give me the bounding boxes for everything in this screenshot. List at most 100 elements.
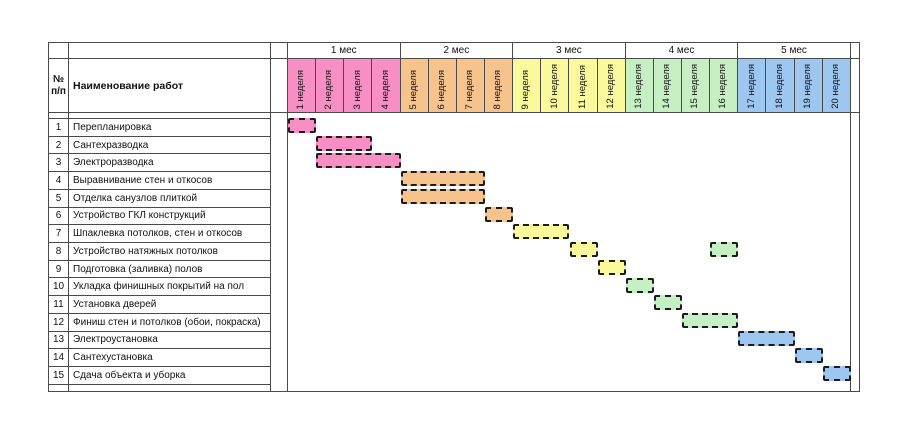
week-header-14-label: 14 неделя <box>661 64 673 109</box>
task-number: 12 <box>49 313 69 332</box>
task-name-label: Шпаклевка потолков, стен и откосов <box>73 228 243 240</box>
month-header-4: 4 мес <box>625 43 739 59</box>
week-header-12: 12 неделя <box>597 59 626 113</box>
task-name-label: Сантехразводка <box>73 139 149 151</box>
num-column-header-line2: п/п <box>51 85 66 97</box>
task-number: 8 <box>49 243 69 261</box>
task-name-label: Укладка финишных покрытий на пол <box>73 281 245 293</box>
gantt-bar-task-12 <box>682 313 739 329</box>
gantt-bar-task-8-seg-1 <box>569 242 598 258</box>
task-name-label: Сантехустановка <box>73 352 153 364</box>
month-header-4-label: 4 мес <box>668 45 695 56</box>
gantt-bar-task-2 <box>316 135 373 151</box>
task-name: Установка дверей <box>69 296 271 314</box>
num-column-header: № п/п <box>49 59 69 113</box>
task-number: 2 <box>49 136 69 155</box>
week-header-6: 6 неделя <box>428 59 457 113</box>
gantt-bar-task-10 <box>625 277 654 293</box>
week-header-7-label: 7 неделя <box>464 69 476 109</box>
task-number: 14 <box>49 349 69 368</box>
week-header-18: 18 неделя <box>766 59 795 113</box>
week-header-3-label: 3 неделя <box>351 69 363 109</box>
task-name-label: Сдача объекта и уборка <box>73 369 186 381</box>
month-header-2: 2 мес <box>400 43 514 59</box>
week-header-11-label: 11 неделя <box>576 64 588 109</box>
task-number-label: 13 <box>52 334 65 346</box>
week-header-10-label: 10 неделя <box>548 64 560 109</box>
task-number: 5 <box>49 189 69 208</box>
corner-blank-name <box>69 43 271 59</box>
week-header-4-label: 4 неделя <box>379 69 391 109</box>
gantt-bar-task-4 <box>400 171 486 187</box>
week-header-20: 20 неделя <box>822 59 851 113</box>
task-name-label: Финиш стен и потолков (обои, покраска) <box>73 316 261 328</box>
task-number-label: 14 <box>52 352 65 364</box>
week-header-20-label: 20 неделя <box>830 64 842 109</box>
week-header-13: 13 неделя <box>625 59 654 113</box>
right-spacer-top <box>850 43 859 59</box>
gantt-bar-task-3 <box>316 153 401 169</box>
task-name-label: Перепланировка <box>73 121 152 133</box>
task-number-label: 12 <box>52 316 65 328</box>
month-header-5: 5 мес <box>738 43 851 59</box>
task-number-label: 15 <box>52 369 65 381</box>
task-name-label: Отделка санузлов плиткой <box>73 192 198 204</box>
task-number: 15 <box>49 367 69 385</box>
left-spacer-body <box>271 113 288 391</box>
task-name-label: Устройство ГКЛ конструкций <box>73 210 206 222</box>
month-header-1-label: 1 мес <box>330 45 357 56</box>
week-header-5: 5 неделя <box>400 59 429 113</box>
task-number-label: 2 <box>55 139 62 151</box>
week-header-10: 10 неделя <box>541 59 570 113</box>
task-number-label: 8 <box>55 245 62 257</box>
week-header-3: 3 неделя <box>344 59 373 113</box>
left-table-gap-top-name <box>69 113 271 119</box>
month-header-5-label: 5 мес <box>781 45 807 56</box>
week-header-7: 7 неделя <box>456 59 485 113</box>
week-header-17-label: 17 неделя <box>745 64 757 109</box>
task-name: Устройство натяжных потолков <box>69 243 271 261</box>
week-header-16-label: 16 неделя <box>717 64 729 109</box>
week-header-5-label: 5 неделя <box>407 69 419 109</box>
right-spacer-header <box>850 59 859 113</box>
gantt-bar-task-5 <box>400 188 486 204</box>
task-number-label: 5 <box>55 192 62 204</box>
week-header-19: 19 неделя <box>794 59 823 113</box>
week-header-17: 17 неделя <box>738 59 767 113</box>
week-header-2-label: 2 неделя <box>323 69 335 109</box>
week-header-8: 8 неделя <box>484 59 514 113</box>
week-header-19-label: 19 неделя <box>801 64 813 109</box>
num-column-header-line1: № <box>52 73 65 85</box>
gantt-bar-task-6 <box>485 206 514 222</box>
task-name: Электроустановка <box>69 331 271 350</box>
week-header-4: 4 неделя <box>372 59 401 113</box>
task-number-label: 3 <box>55 157 62 169</box>
left-spacer-header <box>271 59 288 113</box>
month-header-2-label: 2 мес <box>443 45 470 56</box>
name-column-header: Наименование работ <box>69 59 271 113</box>
week-header-11: 11 неделя <box>569 59 598 113</box>
task-number: 11 <box>49 296 69 314</box>
task-number-label: 9 <box>55 263 62 275</box>
week-header-2: 2 неделя <box>316 59 345 113</box>
gantt-bar-task-13 <box>738 330 795 346</box>
month-header-3: 3 мес <box>513 43 626 59</box>
week-header-18-label: 18 неделя <box>773 64 785 109</box>
week-header-13-label: 13 неделя <box>633 64 645 109</box>
task-name: Сантехразводка <box>69 136 271 155</box>
task-number: 6 <box>49 207 69 226</box>
week-header-6-label: 6 неделя <box>436 69 448 109</box>
gantt-bar-task-1 <box>288 118 317 133</box>
task-name: Финиш стен и потолков (обои, покраска) <box>69 313 271 332</box>
task-name: Сдача объекта и уборка <box>69 367 271 385</box>
task-name-label: Электроустановка <box>73 334 158 346</box>
task-name: Электроразводка <box>69 154 271 173</box>
left-table-gap-bottom-name <box>69 384 271 391</box>
task-name: Перепланировка <box>69 119 271 137</box>
task-number-label: 1 <box>55 121 62 133</box>
left-spacer-top <box>271 43 288 59</box>
task-number-label: 4 <box>55 175 62 187</box>
gantt-bar-task-11 <box>653 295 683 311</box>
month-header-3-label: 3 мес <box>556 45 582 56</box>
